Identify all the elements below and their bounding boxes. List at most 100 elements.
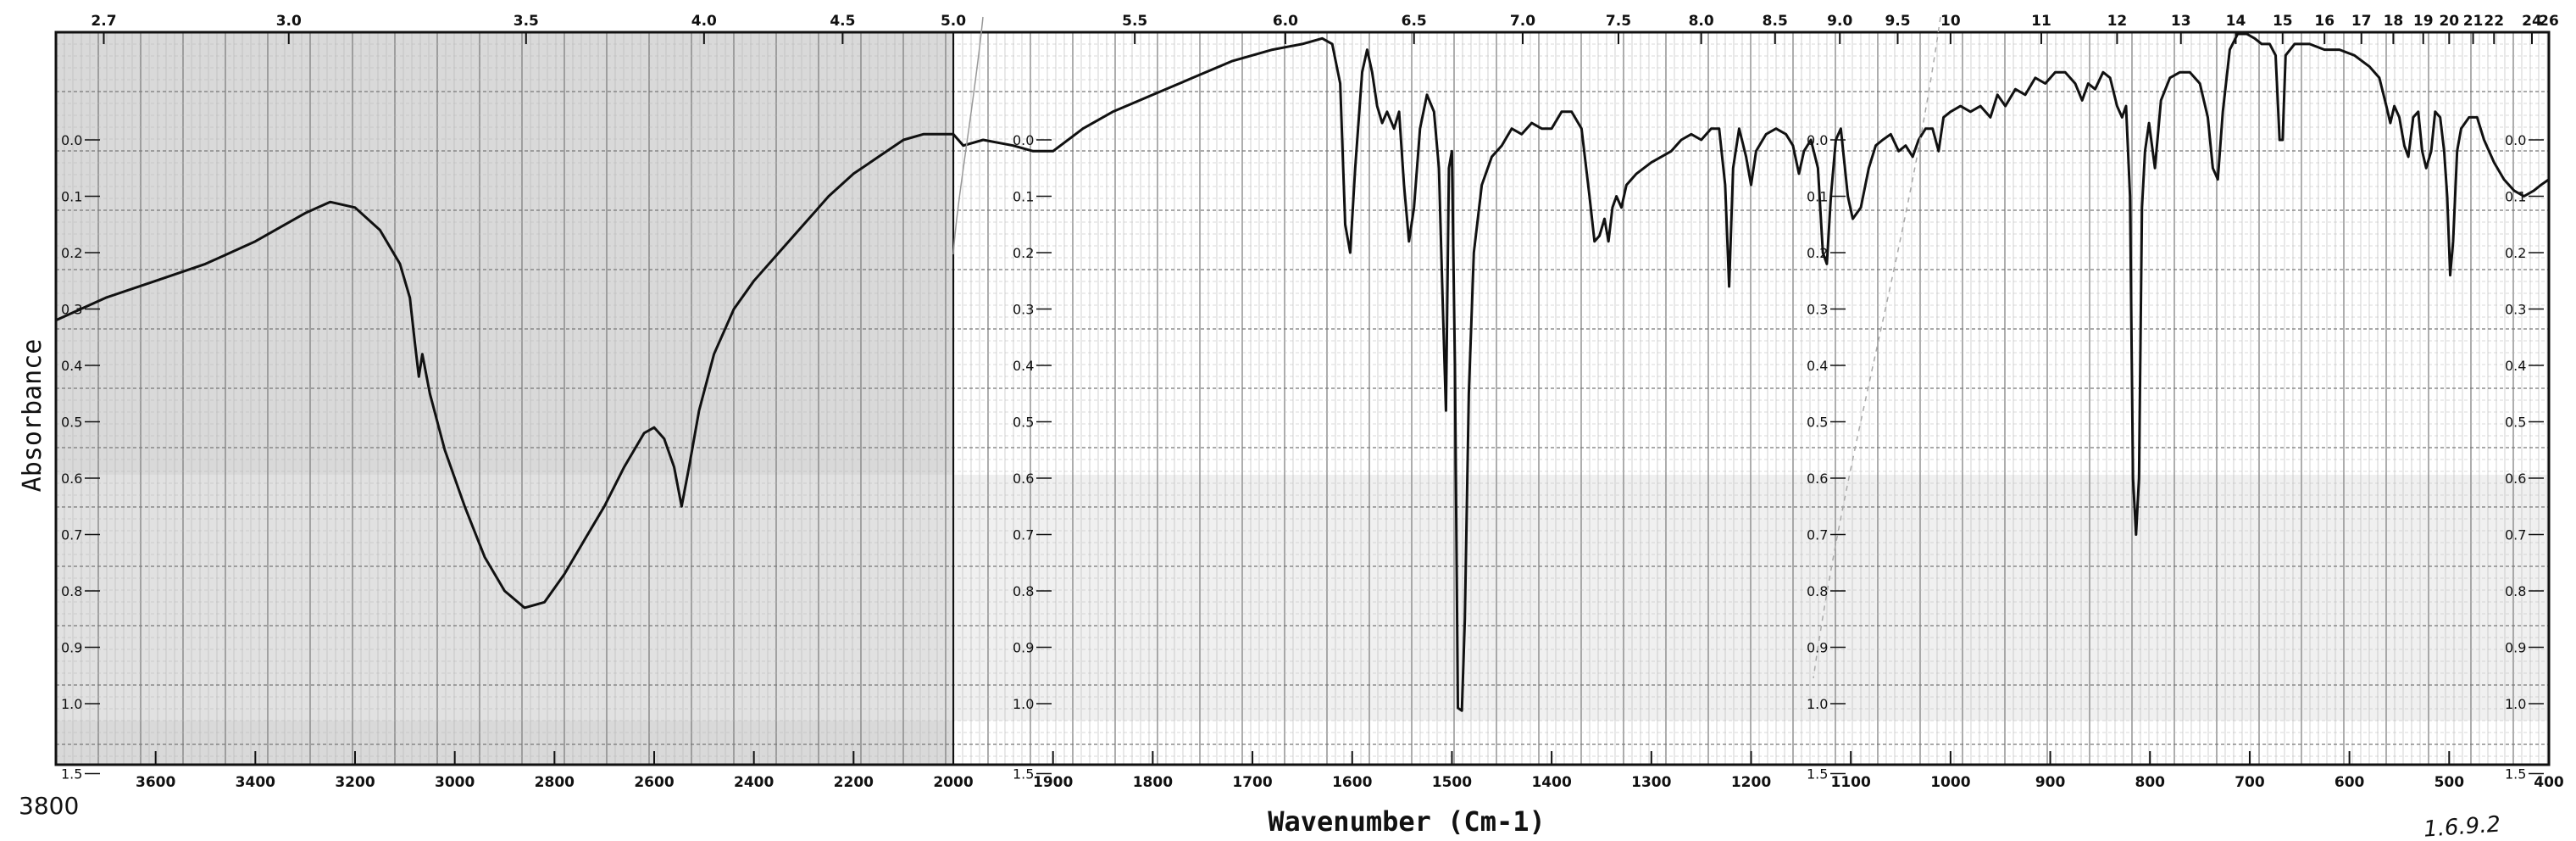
x-tick-label: 3000 <box>435 774 475 791</box>
y-tick-label: 0.9 <box>61 640 82 656</box>
x-tick-label: 1000 <box>1930 774 1970 791</box>
top-tick-label: 8.0 <box>1689 13 1714 30</box>
y-tick-label: 0.2 <box>2505 245 2526 261</box>
y-tick-label: 0.8 <box>1807 583 1828 599</box>
top-tick-label: 5.0 <box>941 13 966 30</box>
handwritten-note: 1.6.9.2 <box>2423 811 2501 841</box>
x-tick-label: 1800 <box>1133 774 1173 791</box>
x-tick-label: 500 <box>2434 774 2465 791</box>
y-tick-label: 0.5 <box>61 415 82 431</box>
plot-border <box>54 31 2551 766</box>
y-tick-label: 0.3 <box>2505 302 2526 318</box>
y-tick-label: 1.5 <box>61 766 82 783</box>
top-tick-label: 16 <box>2314 13 2334 30</box>
x-tick-label: 800 <box>2135 774 2166 791</box>
top-tick-label: 2.7 <box>91 13 116 30</box>
y-tick-label: 1.0 <box>2505 696 2526 712</box>
corner-wavenumber-label: 3800 <box>19 792 79 820</box>
axes: 3600 3400 3200 3000 2800 2600 2400 2200 2000 1900… <box>61 13 2564 791</box>
top-tick-label: 6.5 <box>1402 13 1427 30</box>
y-tick-label: 0.5 <box>1807 415 1828 431</box>
y-tick-label: 0.1 <box>61 189 82 205</box>
x-tick-label: 2000 <box>933 774 973 791</box>
y-tick-label: 0.0 <box>1013 132 1034 148</box>
y-tick-label: 0.2 <box>61 245 82 261</box>
top-tick-label: 10 <box>1940 13 1961 30</box>
y-tick-label: 0.1 <box>1013 189 1034 205</box>
top-tick-label: 22 <box>2484 13 2504 30</box>
top-tick-label: 3.5 <box>514 13 539 30</box>
y-tick-label: 1.0 <box>61 696 82 712</box>
y-tick-label: 0.5 <box>1013 415 1034 431</box>
y-tick-label: 0.7 <box>61 527 82 543</box>
x-tick-label: 3200 <box>335 774 375 791</box>
x-tick-label: 700 <box>2235 774 2265 791</box>
x-tick-label: 3600 <box>136 774 175 791</box>
y-tick-label: 0.8 <box>1013 583 1034 599</box>
x-tick-label: 2400 <box>734 774 774 791</box>
x-tick-label: 2200 <box>834 774 874 791</box>
y-axis-label: Absorbance <box>18 339 47 493</box>
top-tick-label: 7.5 <box>1606 13 1631 30</box>
top-tick-label: 7.0 <box>1510 13 1535 30</box>
y-tick-label: 0.9 <box>1013 640 1034 656</box>
top-tick-label: 8.5 <box>1763 13 1788 30</box>
y-tick-label: 0.4 <box>1807 358 1828 374</box>
y-tick-label: 0.6 <box>1013 471 1034 487</box>
y-tick-label: 0.1 <box>1807 189 1828 205</box>
top-tick-label: 14 <box>2226 13 2246 30</box>
top-tick-label: 21 <box>2463 13 2484 30</box>
x-axis-label: Wavenumber (Cm-1) <box>1268 805 1546 838</box>
y-tick-label: 0.4 <box>2505 358 2526 374</box>
x-tick-label: 1600 <box>1332 774 1372 791</box>
y-tick-label: 0.3 <box>1807 302 1828 318</box>
x-tick-label: 1300 <box>1631 774 1671 791</box>
y-tick-label: 0.6 <box>2505 471 2526 487</box>
y-tick-label: 0.3 <box>1013 302 1034 318</box>
top-tick-label: 6.0 <box>1273 13 1298 30</box>
top-tick-label: 9.5 <box>1885 13 1910 30</box>
x-tick-label: 2600 <box>634 774 674 791</box>
y-tick-label: 0.1 <box>2505 189 2526 205</box>
y-tick-label: 1.0 <box>1807 696 1828 712</box>
y-tick-label: 0.3 <box>61 302 82 318</box>
y-tick-label: 0.7 <box>2505 527 2526 543</box>
chart-grid <box>55 31 2549 765</box>
x-tick-label: 1200 <box>1731 774 1771 791</box>
top-tick-label: 12 <box>2107 13 2128 30</box>
top-tick-label: 3.0 <box>276 13 302 30</box>
top-tick-label: 19 <box>2413 13 2434 30</box>
y-tick-label: 0.2 <box>1013 245 1034 261</box>
y-tick-label: 0.4 <box>1013 358 1034 374</box>
y-tick-label: 0.7 <box>1013 527 1034 543</box>
y-tick-label: 0.8 <box>2505 583 2526 599</box>
top-tick-label: 20 <box>2439 13 2459 30</box>
top-tick-label: 9.0 <box>1827 13 1852 30</box>
top-tick-label: 11 <box>2031 13 2051 30</box>
x-tick-label: 3400 <box>236 774 275 791</box>
x-tick-label: 1100 <box>1831 774 1871 791</box>
x-tick-label: 2800 <box>535 774 575 791</box>
y-tick-label: 1.5 <box>1013 766 1034 783</box>
x-tick-label: 600 <box>2334 774 2365 791</box>
x-tick-label: 1900 <box>1033 774 1073 791</box>
pen-trace-right <box>1813 16 1941 679</box>
top-tick-label: 26 <box>2539 13 2559 30</box>
top-tick-label: 18 <box>2384 13 2404 30</box>
x-tick-label: 900 <box>2035 774 2066 791</box>
y-tick-label: 0.9 <box>2505 640 2526 656</box>
top-tick-label: 4.0 <box>691 13 717 30</box>
x-tick-label: 1700 <box>1232 774 1272 791</box>
y-tick-label: 1.0 <box>1013 696 1034 712</box>
y-tick-label: 0.7 <box>1807 527 1828 543</box>
x-tick-label: 1400 <box>1531 774 1571 791</box>
grid-shade-band <box>56 475 2549 721</box>
y-tick-label: 0.0 <box>2505 132 2526 148</box>
labels: Absorbance Wavenumber (Cm-1) 3800 1.6.9.… <box>18 339 2501 841</box>
plot-frame <box>54 31 2551 766</box>
y-tick-label: 0.4 <box>61 358 82 374</box>
y-tick-label: 0.5 <box>2505 415 2526 431</box>
top-tick-label: 13 <box>2171 13 2191 30</box>
y-tick-label: 0.6 <box>61 471 82 487</box>
